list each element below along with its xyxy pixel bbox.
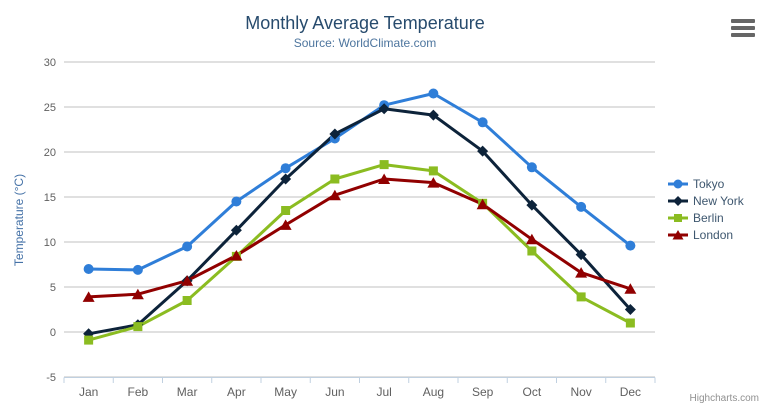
export-menu-button[interactable] xyxy=(731,19,757,37)
legend: Tokyo New York Berlin London xyxy=(668,176,744,244)
legend-label: London xyxy=(693,228,734,242)
marker-berlin-aug[interactable] xyxy=(428,166,438,176)
hamburger-menu-icon xyxy=(731,26,755,30)
marker-berlin-nov[interactable] xyxy=(576,292,586,302)
y-axis-label: 20 xyxy=(44,147,56,159)
chart-subtitle: Source: WorldClimate.com xyxy=(293,36,437,50)
x-axis-label: Sep xyxy=(472,385,494,399)
legend-item-tokyo[interactable]: Tokyo xyxy=(668,176,744,192)
marker-tokyo-may[interactable] xyxy=(280,163,291,174)
circle-series-icon xyxy=(668,179,688,189)
marker-london-jul[interactable] xyxy=(378,173,391,185)
x-axis-label: Jan xyxy=(79,385,98,399)
marker-london-aug[interactable] xyxy=(427,177,440,188)
marker-london-jun[interactable] xyxy=(328,189,341,201)
triangle-series-icon xyxy=(668,230,688,240)
series-line-berlin[interactable] xyxy=(87,163,632,342)
marker-tokyo-mar[interactable] xyxy=(182,241,193,252)
series-line-london[interactable] xyxy=(87,177,632,299)
marker-london-dec[interactable] xyxy=(624,283,637,294)
marker-new-york-may[interactable] xyxy=(280,173,292,185)
marker-new-york-oct[interactable] xyxy=(526,199,538,211)
marker-berlin-feb[interactable] xyxy=(133,322,143,332)
x-axis-label: Apr xyxy=(227,385,246,399)
marker-new-york-jul[interactable] xyxy=(378,103,390,115)
marker-london-nov[interactable] xyxy=(575,267,588,278)
x-axis-label: Jun xyxy=(325,385,344,399)
y-axis-label: -5 xyxy=(46,372,56,384)
marker-tokyo-dec[interactable] xyxy=(625,240,636,251)
marker-new-york-jun[interactable] xyxy=(329,128,341,140)
marker-berlin-may[interactable] xyxy=(281,206,291,215)
legend-item-london[interactable]: London xyxy=(668,227,744,243)
marker-london-mar[interactable] xyxy=(181,275,194,286)
y-axis-title: Temperature (°C) xyxy=(12,173,26,267)
marker-berlin-jan[interactable] xyxy=(84,335,94,345)
marker-new-york-apr[interactable] xyxy=(230,224,242,236)
marker-tokyo-nov[interactable] xyxy=(576,201,587,212)
credits-link[interactable]: Highcharts.com xyxy=(689,393,759,404)
legend-label: New York xyxy=(693,194,744,208)
marker-london-may[interactable] xyxy=(279,219,292,230)
marker-london-oct[interactable] xyxy=(525,233,538,245)
legend-label: Tokyo xyxy=(693,177,725,191)
hamburger-menu-icon xyxy=(731,19,755,23)
marker-tokyo-jan[interactable] xyxy=(83,264,94,274)
marker-london-apr[interactable] xyxy=(230,250,243,261)
y-axis-label: 25 xyxy=(44,102,56,114)
y-axis-label: 30 xyxy=(44,57,56,69)
legend-item-new-york[interactable]: New York xyxy=(668,193,744,209)
y-axis-label: 5 xyxy=(50,282,56,294)
diamond-series-icon xyxy=(668,196,688,206)
x-axis-label: May xyxy=(274,385,297,399)
x-axis-label: Feb xyxy=(128,385,149,399)
chart-title: Monthly Average Temperature xyxy=(245,13,485,33)
marker-berlin-mar[interactable] xyxy=(182,296,192,305)
x-axis-label: Aug xyxy=(423,385,444,399)
marker-berlin-oct[interactable] xyxy=(527,246,537,256)
x-axis-label: Dec xyxy=(620,385,641,399)
marker-berlin-dec[interactable] xyxy=(625,318,635,328)
x-axis-label: Mar xyxy=(177,385,198,399)
x-axis-label: Nov xyxy=(570,385,591,399)
marker-berlin-jun[interactable] xyxy=(330,174,340,184)
marker-new-york-nov[interactable] xyxy=(575,249,587,261)
series-line-new-york[interactable] xyxy=(87,107,632,336)
y-axis-label: 10 xyxy=(44,237,56,249)
marker-london-sep[interactable] xyxy=(476,198,489,210)
legend-label: Berlin xyxy=(693,211,724,225)
x-axis-label: Oct xyxy=(523,385,542,399)
marker-new-york-aug[interactable] xyxy=(427,109,439,121)
hamburger-menu-icon xyxy=(731,33,755,37)
marker-london-feb[interactable] xyxy=(131,288,144,300)
marker-tokyo-apr[interactable] xyxy=(231,196,242,207)
x-axis-label: Jul xyxy=(376,385,391,399)
square-series-icon xyxy=(668,214,688,222)
marker-tokyo-aug[interactable] xyxy=(428,88,439,99)
marker-tokyo-feb[interactable] xyxy=(132,264,143,275)
marker-tokyo-oct[interactable] xyxy=(526,162,537,173)
marker-tokyo-sep[interactable] xyxy=(477,117,488,128)
marker-new-york-dec[interactable] xyxy=(624,304,636,315)
marker-berlin-jul[interactable] xyxy=(379,160,389,170)
marker-london-jan[interactable] xyxy=(82,291,95,302)
y-axis-label: 0 xyxy=(50,327,56,339)
legend-item-berlin[interactable]: Berlin xyxy=(668,210,744,226)
y-axis-label: 15 xyxy=(44,192,56,204)
marker-new-york-sep[interactable] xyxy=(477,145,489,157)
